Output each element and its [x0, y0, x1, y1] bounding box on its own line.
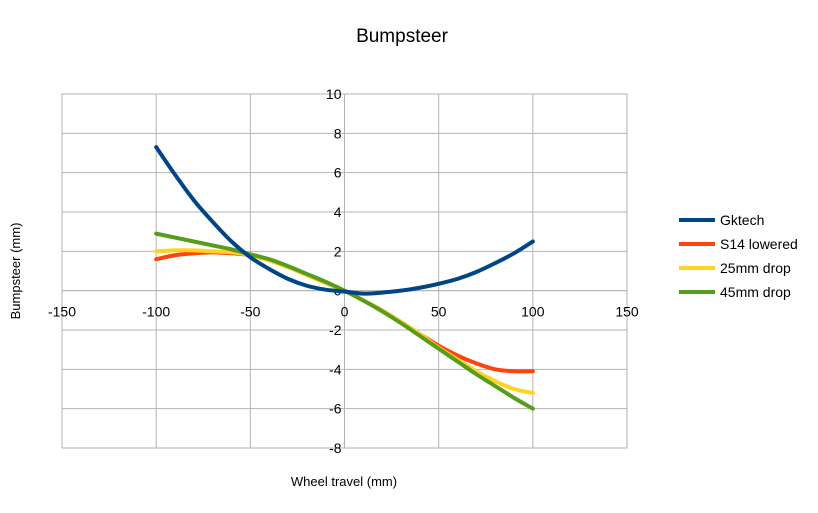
x-tick-label: 50 [431, 304, 447, 320]
legend: Gktech S14 lowered 25mm drop 45mm drop [679, 212, 798, 300]
y-tick-label: -4 [329, 361, 342, 377]
y-tick-label: -8 [329, 440, 342, 456]
legend-label: 25mm drop [720, 260, 791, 276]
y-axis-label: Bumpsteer (mm) [8, 223, 23, 320]
x-tick-label: -50 [240, 304, 260, 320]
legend-label: 45mm drop [720, 284, 791, 300]
y-tick-label: 10 [326, 86, 342, 102]
y-tick-label: 4 [334, 204, 342, 220]
y-tick-label: -2 [329, 322, 342, 338]
y-tick-label: 2 [334, 243, 342, 259]
x-tick-label: -150 [48, 304, 76, 320]
x-tick-label: 100 [521, 304, 545, 320]
x-tick-labels: -150 -100 -50 0 50 100 150 [48, 304, 639, 320]
series-lines [154, 145, 535, 411]
chart-title: Bumpsteer [356, 26, 449, 47]
legend-label: S14 lowered [720, 236, 798, 252]
legend-label: Gktech [720, 212, 764, 228]
x-axis-label: Wheel travel (mm) [291, 474, 397, 489]
x-tick-label: 0 [341, 304, 349, 320]
series-line-gktech [154, 145, 535, 296]
x-tick-label: -100 [142, 304, 170, 320]
y-tick-label: 8 [334, 125, 342, 141]
y-tick-label: 6 [334, 165, 342, 181]
x-tick-label: 150 [615, 304, 639, 320]
y-tick-label: -6 [329, 401, 342, 417]
